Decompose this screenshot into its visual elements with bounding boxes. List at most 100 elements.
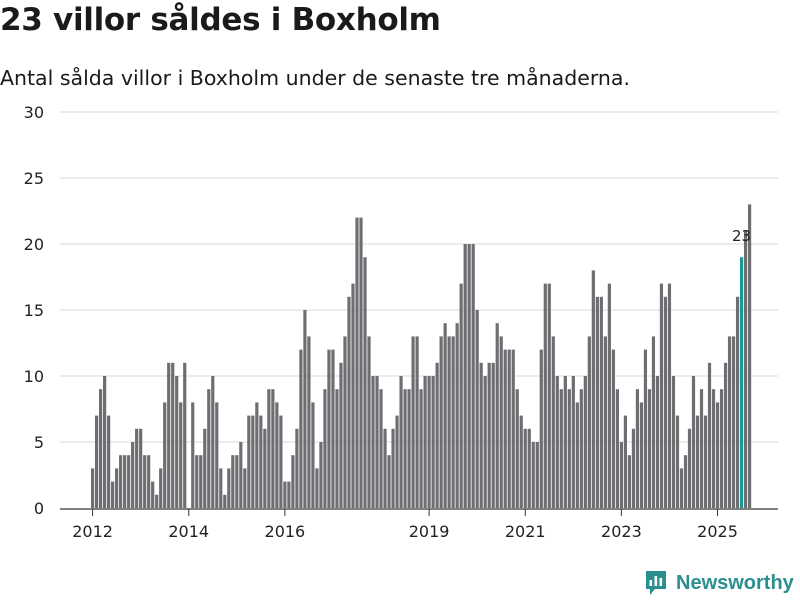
bar — [715, 402, 720, 508]
bar — [643, 349, 648, 508]
bar — [499, 336, 503, 508]
bar — [315, 468, 319, 508]
bar — [535, 442, 539, 508]
bar — [387, 455, 391, 508]
bar — [619, 442, 623, 508]
bar — [719, 389, 724, 508]
bar — [475, 310, 479, 508]
bar — [419, 389, 423, 508]
bar — [311, 402, 315, 508]
y-axis-ticks: 0 5 10 15 20 25 30 — [24, 103, 44, 518]
bar — [267, 389, 271, 508]
x-tick-label: 2023 — [601, 522, 642, 541]
bar — [231, 455, 235, 508]
bar — [455, 323, 459, 508]
bar — [531, 442, 535, 508]
bar — [343, 336, 347, 508]
bar — [195, 455, 199, 508]
bar — [547, 283, 551, 508]
bar — [367, 336, 371, 508]
bar — [723, 362, 728, 508]
bar — [131, 442, 135, 508]
bar — [255, 402, 259, 508]
bar — [263, 428, 267, 508]
bar — [95, 415, 99, 508]
bar — [411, 336, 415, 508]
bar — [595, 296, 599, 508]
data-labels: 23 — [732, 227, 751, 245]
y-tick-label: 30 — [24, 103, 44, 122]
bar — [631, 428, 636, 508]
bar — [575, 402, 579, 508]
bar — [583, 376, 587, 508]
bar — [247, 415, 251, 508]
bar — [539, 349, 543, 508]
bar — [659, 283, 664, 508]
bar — [423, 376, 427, 508]
y-tick-label: 15 — [24, 301, 44, 320]
bar — [291, 455, 295, 508]
bar — [123, 455, 127, 508]
bar — [507, 349, 511, 508]
x-tick-label: 2021 — [505, 522, 546, 541]
x-tick-label: 2016 — [265, 522, 306, 541]
bar — [127, 455, 131, 508]
bar — [391, 428, 395, 508]
bar — [463, 244, 467, 508]
bar — [587, 336, 591, 508]
bar — [559, 389, 563, 508]
bar — [415, 336, 419, 508]
newsworthy-brand[interactable]: Newsworthy — [644, 568, 794, 598]
bar — [599, 296, 603, 508]
x-axis: 2012 2014 2016 2019 2021 2023 2025 — [60, 508, 778, 541]
bar — [663, 296, 668, 508]
bar — [567, 389, 571, 508]
bar — [435, 362, 439, 508]
bar — [523, 428, 527, 508]
bar — [747, 204, 752, 508]
x-tick-label: 2019 — [409, 522, 450, 541]
bar — [459, 283, 463, 508]
bar — [627, 455, 631, 508]
bar — [111, 481, 115, 508]
bar — [503, 349, 507, 508]
bar — [175, 376, 179, 508]
bar — [707, 362, 712, 508]
bar — [331, 349, 335, 508]
bar — [439, 336, 443, 508]
bar — [515, 389, 519, 508]
bar — [467, 244, 471, 508]
bar — [495, 323, 499, 508]
bar — [667, 283, 672, 508]
bar — [699, 389, 704, 508]
bar — [251, 415, 255, 508]
bar — [527, 428, 531, 508]
bar — [635, 389, 640, 508]
bar — [163, 402, 167, 508]
bar — [179, 402, 183, 508]
bar — [479, 362, 483, 508]
bar — [91, 468, 95, 508]
bar — [735, 296, 740, 508]
bar — [103, 376, 107, 508]
bar — [451, 336, 455, 508]
highlight-value-label: 23 — [732, 227, 751, 245]
bar — [207, 389, 211, 508]
bar — [551, 336, 555, 508]
chart-title: 23 villor såldes i Boxholm — [0, 2, 441, 38]
bar — [287, 481, 291, 508]
newsworthy-label: Newsworthy — [676, 571, 794, 594]
bar — [151, 481, 155, 508]
y-tick-label: 0 — [34, 499, 44, 518]
bar — [491, 362, 495, 508]
bar — [99, 389, 103, 508]
y-tick-label: 20 — [24, 235, 44, 254]
bar — [347, 296, 351, 508]
bar — [355, 217, 359, 508]
bar — [443, 323, 447, 508]
bar — [159, 468, 163, 508]
bar — [135, 428, 139, 508]
bar — [183, 362, 187, 508]
bar — [283, 481, 287, 508]
